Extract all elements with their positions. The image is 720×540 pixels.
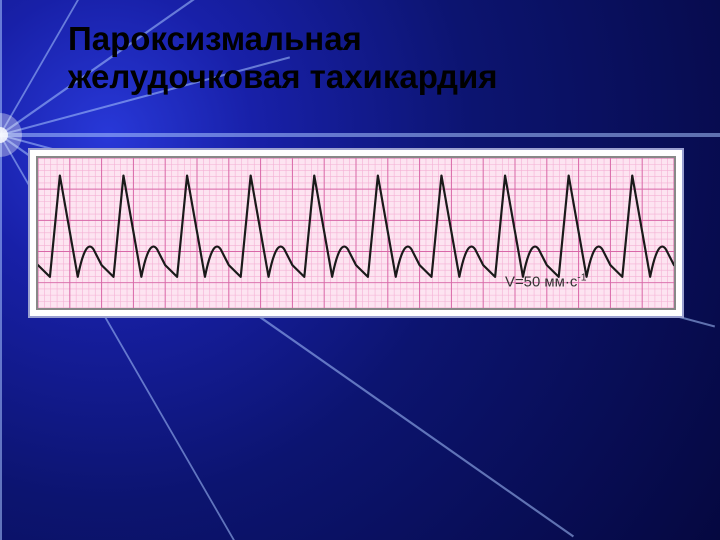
speed-label: V=50 мм·с-1	[505, 273, 587, 291]
title-line-1: Пароксизмальная	[68, 20, 362, 57]
ecg-strip: V=50 мм·с-1	[36, 156, 676, 310]
ecg-chart: V=50 мм·с-1	[38, 158, 674, 308]
slide-title: Пароксизмальнаяжелудочковая тахикардия	[68, 20, 668, 96]
title-line-2: желудочковая тахикардия	[68, 58, 498, 95]
slide: Пароксизмальнаяжелудочковая тахикардия V…	[0, 0, 720, 540]
ecg-frame: V=50 мм·с-1	[28, 148, 684, 318]
